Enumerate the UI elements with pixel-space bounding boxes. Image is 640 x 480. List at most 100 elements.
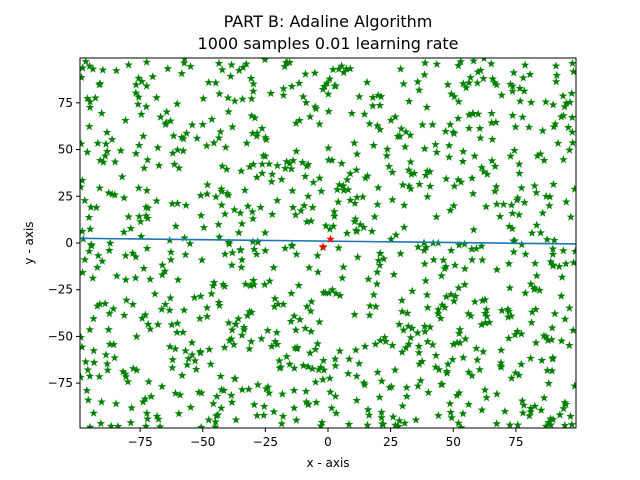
data-point bbox=[425, 181, 435, 190]
decision-line bbox=[80, 237, 576, 245]
data-point bbox=[504, 221, 514, 231]
data-point bbox=[566, 212, 576, 221]
data-point bbox=[423, 192, 432, 201]
data-point bbox=[97, 108, 107, 117]
data-point bbox=[124, 60, 133, 69]
data-point bbox=[105, 339, 115, 348]
data-point bbox=[352, 165, 361, 174]
data-point bbox=[477, 320, 486, 329]
data-point bbox=[364, 410, 374, 419]
data-point bbox=[569, 258, 576, 267]
data-point bbox=[515, 96, 525, 105]
data-point bbox=[105, 245, 114, 255]
data-point bbox=[513, 420, 523, 428]
data-point bbox=[218, 65, 227, 74]
data-point bbox=[499, 199, 508, 209]
data-point bbox=[256, 202, 265, 212]
data-point bbox=[221, 142, 230, 152]
data-point bbox=[414, 348, 424, 357]
data-point bbox=[137, 77, 146, 86]
data-point bbox=[173, 145, 182, 154]
data-point bbox=[431, 140, 440, 149]
x-tick-label: 0 bbox=[324, 435, 332, 449]
data-point bbox=[319, 365, 329, 374]
data-point bbox=[295, 315, 305, 324]
data-point bbox=[303, 160, 313, 169]
data-point bbox=[308, 203, 317, 212]
data-point bbox=[433, 309, 443, 318]
data-point bbox=[265, 276, 274, 285]
data-point bbox=[330, 81, 339, 90]
data-point bbox=[224, 239, 234, 248]
data-point bbox=[177, 69, 187, 78]
data-point bbox=[566, 411, 575, 421]
data-point bbox=[83, 93, 92, 103]
data-point bbox=[419, 245, 429, 255]
data-point bbox=[252, 249, 261, 259]
data-point bbox=[119, 193, 129, 202]
data-point bbox=[564, 123, 573, 132]
data-point bbox=[536, 405, 546, 414]
data-point bbox=[334, 64, 344, 73]
data-point bbox=[243, 311, 252, 320]
data-point bbox=[503, 304, 513, 313]
data-point bbox=[167, 320, 177, 329]
data-point bbox=[399, 222, 409, 231]
data-point bbox=[421, 242, 431, 252]
data-point bbox=[375, 248, 385, 258]
data-point bbox=[291, 210, 300, 219]
data-point bbox=[476, 65, 485, 75]
data-point bbox=[363, 171, 372, 180]
data-point bbox=[172, 328, 182, 337]
data-point bbox=[168, 199, 177, 208]
data-point bbox=[488, 74, 497, 83]
data-point bbox=[504, 306, 514, 316]
data-point bbox=[508, 81, 517, 90]
data-point bbox=[351, 214, 360, 223]
data-point bbox=[432, 59, 442, 68]
data-point bbox=[259, 410, 269, 419]
data-point bbox=[163, 64, 173, 73]
data-point bbox=[569, 67, 576, 76]
data-point bbox=[259, 401, 269, 411]
data-point bbox=[446, 407, 455, 417]
data-point bbox=[154, 414, 163, 423]
data-point bbox=[121, 251, 130, 260]
data-point bbox=[95, 80, 104, 89]
data-point bbox=[211, 422, 220, 428]
data-point bbox=[321, 221, 331, 230]
data-point bbox=[162, 107, 171, 116]
data-point bbox=[179, 58, 189, 67]
data-point bbox=[131, 273, 140, 282]
data-point bbox=[333, 185, 342, 194]
data-point bbox=[109, 340, 118, 349]
data-point bbox=[303, 191, 313, 200]
data-point bbox=[475, 365, 484, 374]
data-point bbox=[142, 186, 152, 195]
data-point bbox=[121, 275, 131, 284]
data-point bbox=[454, 240, 464, 249]
data-point bbox=[511, 122, 520, 131]
data-point bbox=[220, 209, 230, 218]
data-point bbox=[223, 93, 233, 102]
data-point bbox=[237, 219, 247, 228]
data-point bbox=[228, 248, 237, 257]
data-point bbox=[208, 281, 218, 290]
data-point bbox=[217, 184, 226, 193]
data-point bbox=[263, 382, 273, 391]
data-point bbox=[248, 128, 257, 138]
data-point bbox=[85, 122, 94, 131]
data-point bbox=[555, 410, 565, 419]
data-point bbox=[140, 394, 150, 403]
y-tick-label: −75 bbox=[48, 376, 73, 390]
data-point bbox=[252, 411, 262, 420]
data-point bbox=[230, 205, 239, 214]
y-axis-ticks: −75 −50 −25 0 25 50 75 bbox=[48, 96, 80, 390]
data-point bbox=[444, 141, 454, 150]
data-point bbox=[273, 196, 282, 205]
data-point bbox=[371, 302, 381, 311]
data-point bbox=[390, 365, 400, 374]
data-point bbox=[127, 403, 136, 412]
data-point bbox=[375, 392, 384, 401]
data-point bbox=[305, 348, 315, 357]
